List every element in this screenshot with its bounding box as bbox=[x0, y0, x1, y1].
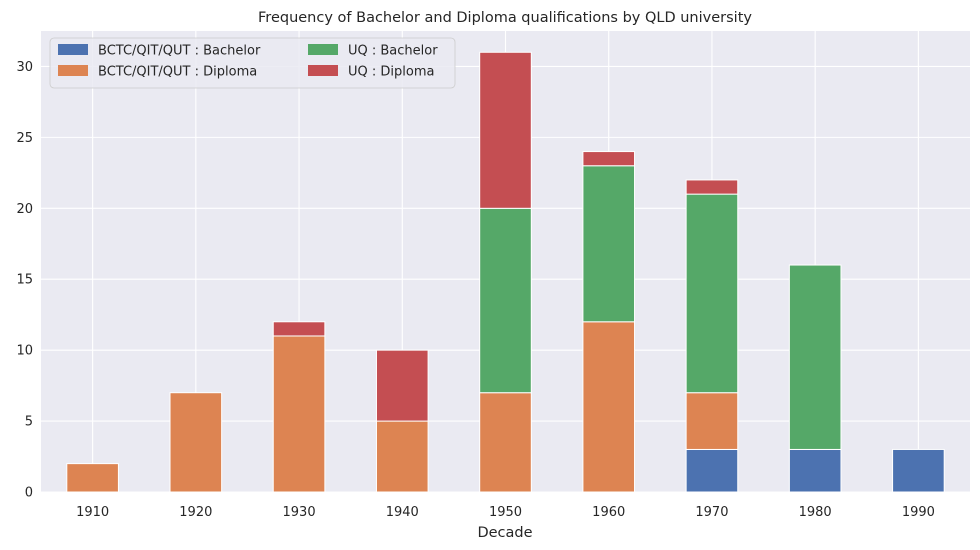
x-tick-labels: 1910 1920 1930 1940 1950 1960 1970 1980 1990 bbox=[76, 505, 935, 520]
bar-segment bbox=[788, 448, 842, 493]
bar-segment bbox=[892, 448, 945, 493]
bar-segment bbox=[685, 179, 739, 195]
y-tick-label: 0 bbox=[25, 486, 33, 501]
legend-swatch bbox=[308, 65, 338, 76]
x-axis-label: Decade bbox=[477, 525, 532, 541]
x-tick-label: 1940 bbox=[386, 505, 419, 520]
bar-segment bbox=[272, 335, 326, 493]
y-tick-label: 20 bbox=[16, 202, 33, 217]
bar-segment bbox=[375, 420, 429, 493]
y-tick-label: 30 bbox=[16, 60, 33, 75]
legend-label: BCTC/QIT/QUT : Bachelor bbox=[98, 44, 261, 59]
x-tick-label: 1990 bbox=[902, 505, 935, 520]
bar-segment bbox=[582, 321, 636, 493]
chart-title: Frequency of Bachelor and Diploma qualif… bbox=[258, 10, 752, 26]
bars bbox=[66, 51, 945, 493]
x-tick-label: 1960 bbox=[592, 505, 625, 520]
bar-segment bbox=[479, 51, 532, 209]
x-tick-label: 1910 bbox=[76, 505, 109, 520]
legend-swatch bbox=[58, 44, 88, 55]
legend-label: UQ : Bachelor bbox=[348, 44, 438, 59]
bar-segment bbox=[479, 207, 532, 394]
bar-segment bbox=[272, 321, 326, 337]
bar-segment bbox=[582, 165, 636, 323]
x-tick-label: 1930 bbox=[283, 505, 316, 520]
x-tick-label: 1980 bbox=[799, 505, 832, 520]
bar-segment bbox=[582, 151, 636, 167]
bar-segment bbox=[169, 392, 223, 493]
bar-segment bbox=[685, 392, 739, 450]
legend-swatch bbox=[308, 44, 338, 55]
y-tick-label: 15 bbox=[16, 273, 33, 288]
x-tick-label: 1920 bbox=[179, 505, 212, 520]
bar-segment bbox=[685, 193, 739, 394]
bar-segment bbox=[479, 392, 532, 493]
y-tick-label: 25 bbox=[16, 131, 33, 146]
bar-segment bbox=[66, 463, 119, 493]
y-tick-labels: 0 5 10 15 20 25 30 bbox=[16, 60, 33, 501]
legend-swatch bbox=[58, 65, 88, 76]
legend: BCTC/QIT/QUT : Bachelor BCTC/QIT/QUT : Di… bbox=[49, 37, 456, 89]
legend-label: UQ : Diploma bbox=[348, 65, 434, 80]
x-tick-label: 1970 bbox=[695, 505, 728, 520]
legend-label: BCTC/QIT/QUT : Diploma bbox=[98, 65, 257, 80]
y-tick-label: 5 bbox=[25, 415, 33, 430]
x-tick-label: 1950 bbox=[489, 505, 522, 520]
bar-segment bbox=[685, 448, 739, 493]
bar-segment bbox=[375, 349, 429, 422]
y-tick-label: 10 bbox=[16, 344, 33, 359]
legend-frame bbox=[49, 37, 456, 89]
bar-segment bbox=[788, 264, 842, 450]
